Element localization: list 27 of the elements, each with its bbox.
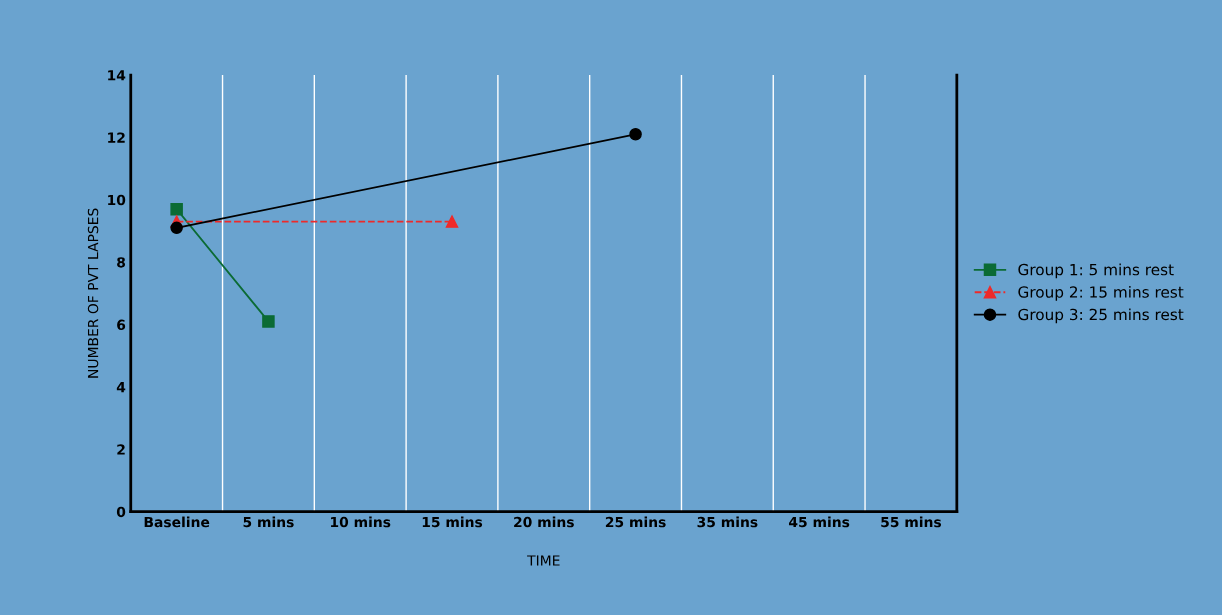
x-tick-label: 10 mins <box>331 516 391 528</box>
legend-label: Group 2: 15 mins rest <box>1018 285 1184 301</box>
point <box>629 128 642 141</box>
legend-label: Group 1: 5 mins rest <box>1018 263 1174 279</box>
point <box>262 315 275 328</box>
x-tick-label: 35 mins <box>697 516 758 528</box>
y-tick-label: 2 <box>117 444 125 455</box>
y-tick-label: 12 <box>108 132 125 143</box>
y-tick-label: 6 <box>117 319 126 331</box>
x-tick-label: 5 mins <box>243 516 294 528</box>
y-tick-label: 0 <box>116 506 126 518</box>
legend-label: Group 3: 25 mins rest <box>1018 308 1184 324</box>
x-tick-label: Baseline <box>144 516 210 528</box>
point <box>170 202 183 216</box>
y-tick-label: 8 <box>117 257 126 268</box>
x-tick-label: 15 mins <box>422 516 483 528</box>
y-tick-label: 4 <box>116 382 126 393</box>
point <box>445 215 459 228</box>
y-tick-label: 14 <box>108 70 126 81</box>
x-tick-label: 25 mins <box>605 516 666 528</box>
x-tick-label: 20 mins <box>514 516 574 528</box>
x-tick-label: 45 mins <box>789 516 850 528</box>
y-tick-label: 10 <box>108 194 126 206</box>
x-tick-label: 55 mins <box>881 516 942 528</box>
x-axis-title: TIME <box>527 555 560 566</box>
point <box>170 221 183 235</box>
y-axis-title: NUMBER OF PVT LAPSES <box>87 208 99 378</box>
